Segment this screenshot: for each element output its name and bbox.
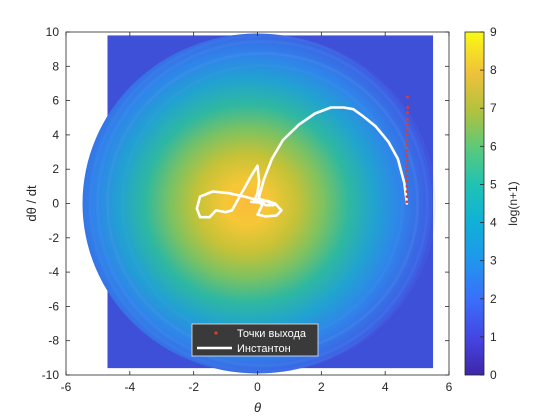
legend-marker-exit-points bbox=[214, 331, 218, 335]
x-axis-label: θ bbox=[254, 400, 261, 415]
colorbar-tick-label: 3 bbox=[490, 254, 497, 268]
colorbar-tick-label: 6 bbox=[490, 139, 497, 153]
exit-point bbox=[405, 174, 409, 178]
x-tick-label: 6 bbox=[446, 380, 453, 394]
instanton-line bbox=[195, 106, 409, 219]
legend-box bbox=[191, 323, 319, 357]
exit-point bbox=[405, 128, 409, 132]
colorbar-tick-label: 1 bbox=[490, 330, 497, 344]
plot-layer bbox=[82, 33, 436, 374]
y-tick-label: -10 bbox=[42, 368, 60, 382]
y-tick-label: 4 bbox=[52, 128, 59, 142]
exit-point bbox=[405, 159, 409, 163]
exit-point bbox=[405, 164, 409, 168]
colorbar-bar bbox=[464, 31, 485, 376]
exit-point bbox=[405, 133, 409, 137]
exit-point bbox=[405, 184, 409, 188]
y-tick-label: -2 bbox=[48, 231, 59, 245]
legend-label-instanton: Инстантон bbox=[237, 343, 291, 355]
colorbar-label: log(n+1) bbox=[506, 181, 520, 225]
x-tick-label: 0 bbox=[254, 380, 261, 394]
y-tick-label: 2 bbox=[52, 162, 59, 176]
x-tick-label: -4 bbox=[124, 380, 135, 394]
colorbar-tick-label: 7 bbox=[490, 101, 497, 115]
exit-point bbox=[405, 154, 409, 157]
x-tick-label: 4 bbox=[382, 380, 389, 394]
exit-point bbox=[406, 106, 410, 109]
y-tick-label: -8 bbox=[48, 334, 59, 348]
y-tick-label: -4 bbox=[48, 265, 59, 279]
exit-point bbox=[405, 123, 409, 127]
heatmap-ring bbox=[89, 34, 436, 373]
y-axis-label: dθ / dt bbox=[24, 185, 39, 222]
colorbar-tick-label: 4 bbox=[490, 216, 497, 230]
legend-label-exit-points: Точки выхода bbox=[237, 328, 307, 340]
x-tick-label: 2 bbox=[318, 380, 325, 394]
exit-point bbox=[405, 200, 409, 204]
y-tick-label: 10 bbox=[46, 25, 60, 39]
y-tick-label: 0 bbox=[52, 197, 59, 211]
colorbar-tick-label: 2 bbox=[490, 292, 497, 306]
colorbar: 0 1 2 3 4 5 6 7 8 9 log(n+1) bbox=[464, 25, 520, 382]
exit-point bbox=[405, 143, 409, 147]
colorbar-tick-label: 5 bbox=[490, 177, 497, 191]
exit-point bbox=[406, 95, 409, 99]
exit-point bbox=[405, 195, 409, 199]
exit-point bbox=[405, 179, 409, 183]
heatmap-ring bbox=[96, 40, 429, 367]
exit-point bbox=[405, 169, 409, 173]
y-tick-label: 8 bbox=[52, 59, 59, 73]
exit-point bbox=[406, 118, 409, 121]
y-tick-label: -6 bbox=[48, 299, 59, 313]
legend: Точки выхода Инстантон bbox=[191, 323, 319, 357]
y-tick-label: 6 bbox=[52, 94, 59, 108]
x-tick-label: -2 bbox=[188, 380, 199, 394]
exit-point bbox=[405, 190, 409, 193]
exit-point bbox=[405, 138, 409, 142]
exit-point bbox=[405, 148, 409, 152]
colorbar-tick-label: 9 bbox=[490, 25, 497, 39]
colorbar-tick-label: 8 bbox=[490, 63, 497, 77]
axes-layer: -6 -4 -2 0 2 4 6 -10 -8 -6 -4 -2 0 2 4 6 8 10 θ dθ / dt bbox=[24, 25, 453, 415]
colorbar-tick-label: 0 bbox=[490, 368, 497, 382]
exit-point bbox=[406, 111, 409, 115]
x-tick-label: -6 bbox=[61, 380, 72, 394]
